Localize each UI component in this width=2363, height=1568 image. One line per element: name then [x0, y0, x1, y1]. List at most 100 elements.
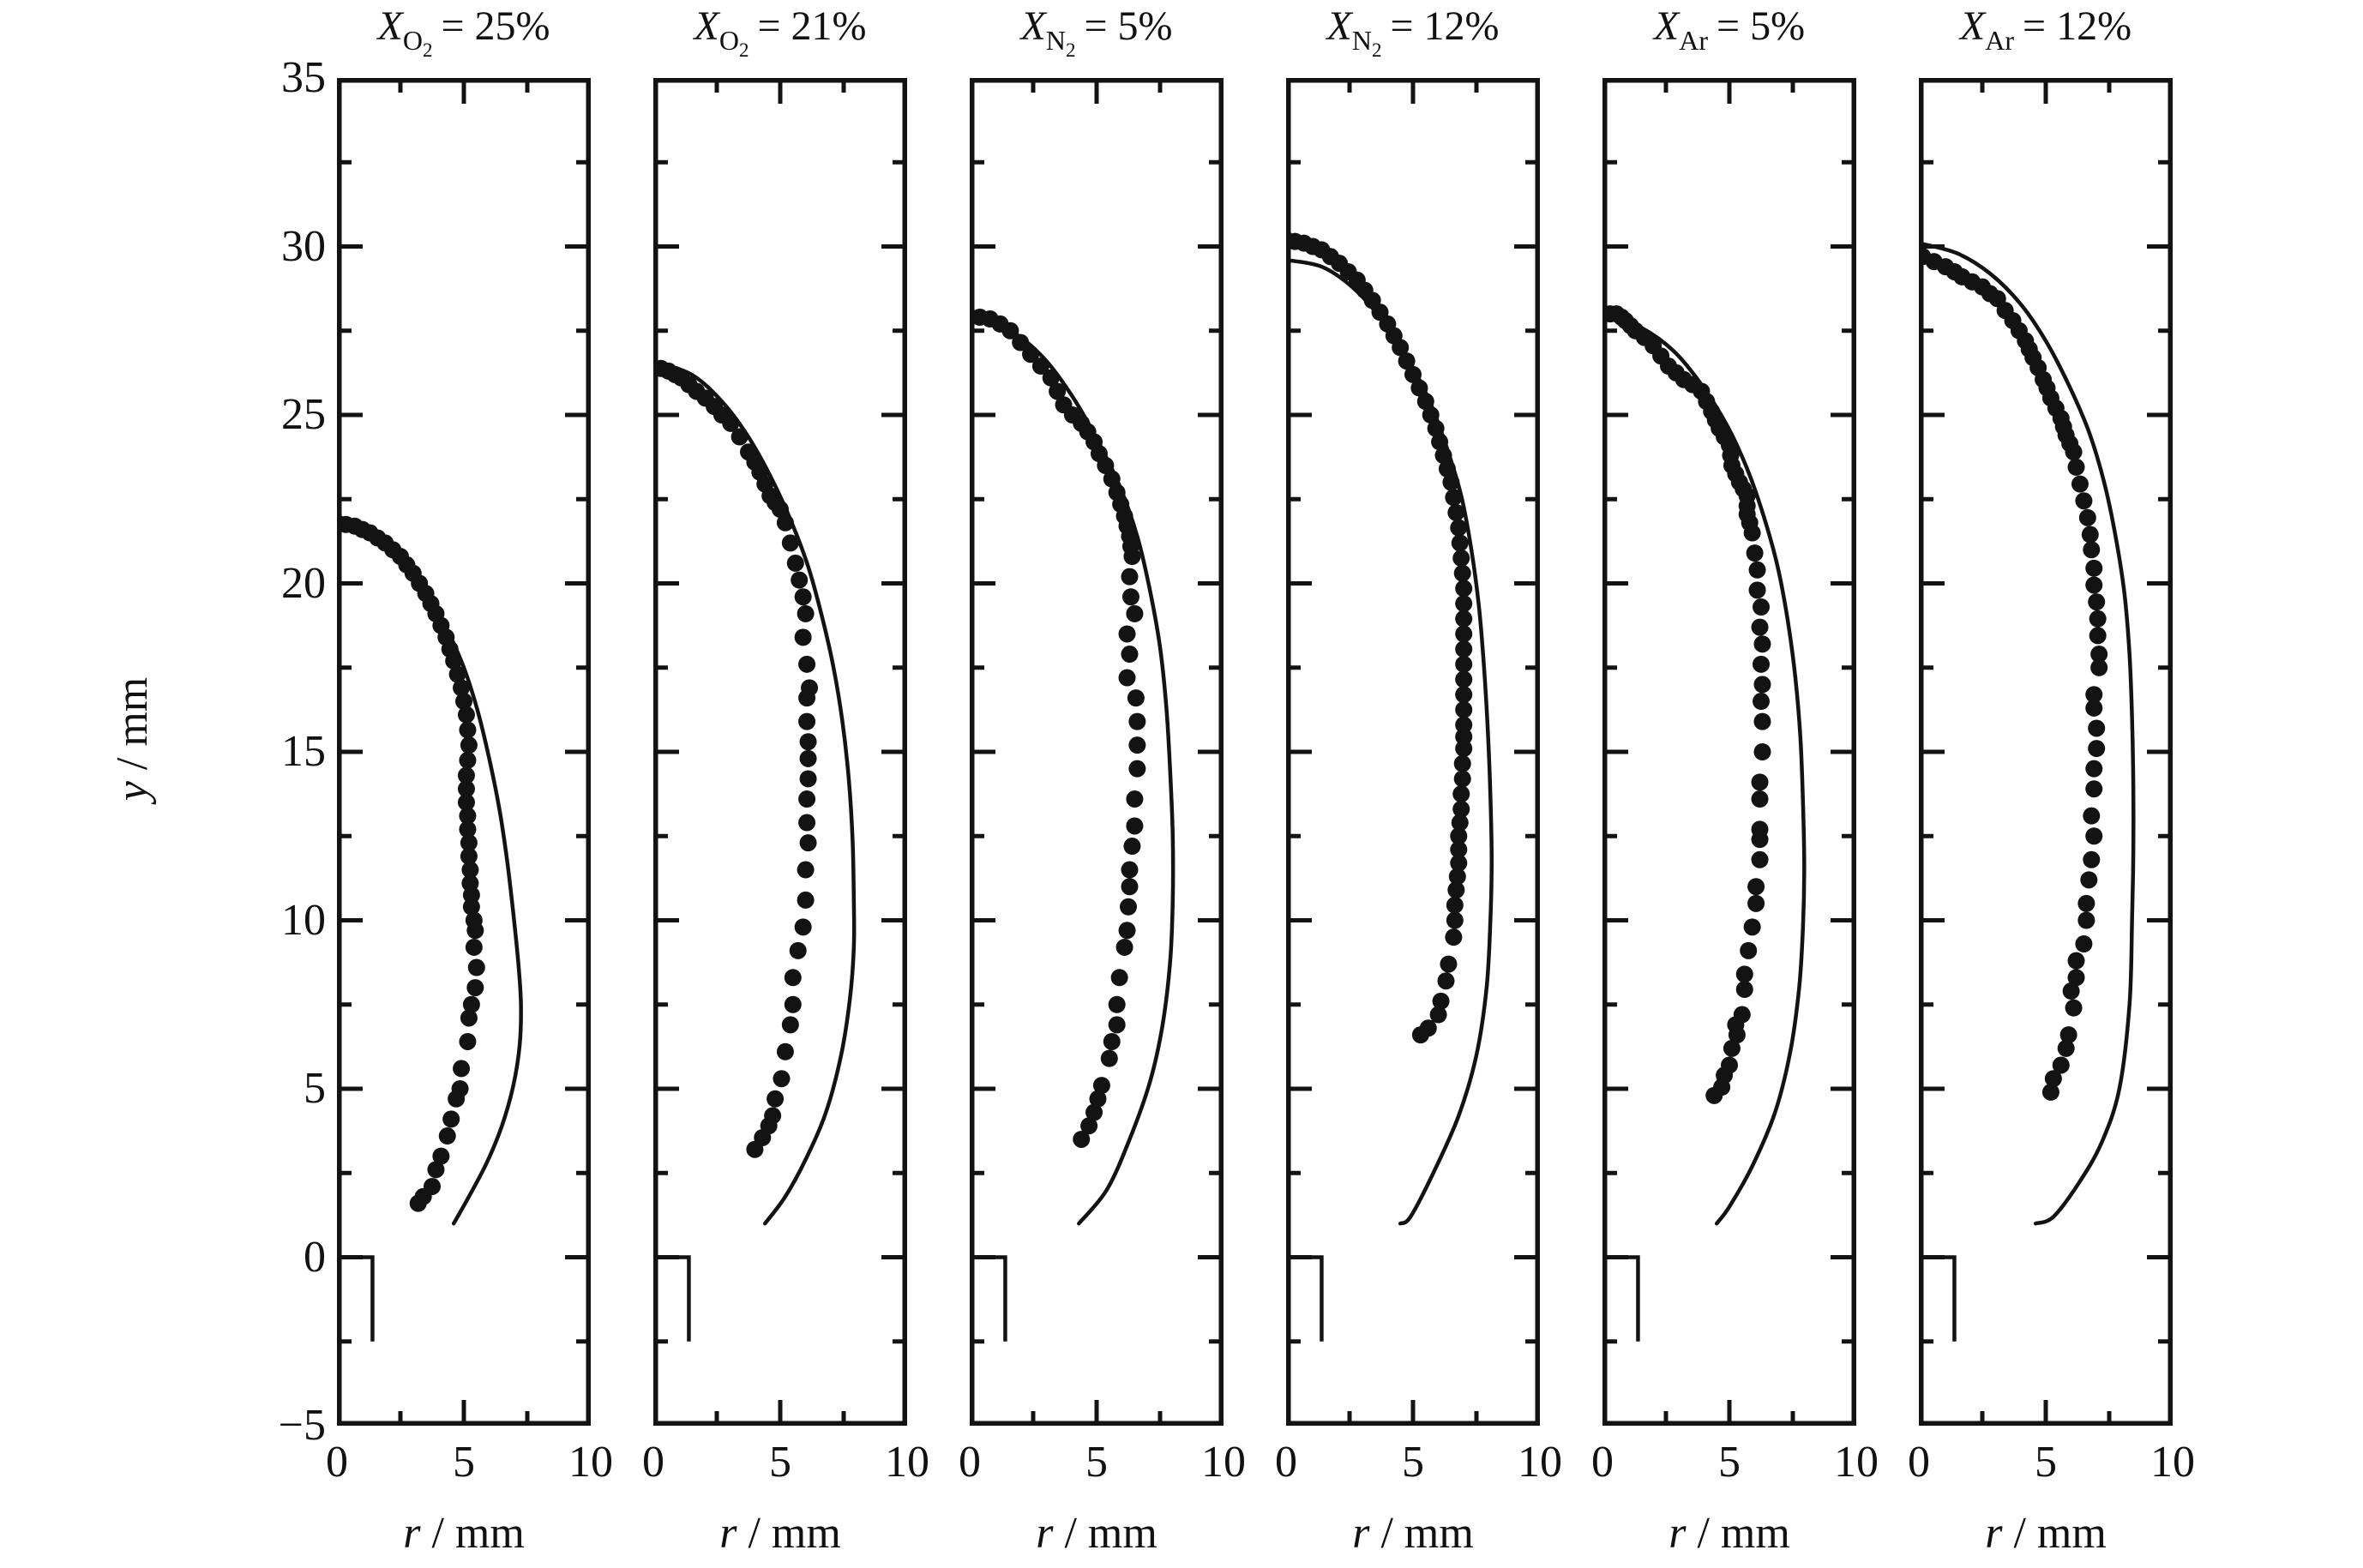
data-dot — [1445, 928, 1463, 946]
data-dot — [2090, 658, 2108, 676]
data-dot — [459, 751, 477, 769]
data-dot — [1128, 760, 1146, 778]
y-tick-label: 10 — [281, 895, 326, 945]
data-dot — [2090, 646, 2108, 664]
panel-4: XN2 = 12% 0 5 10 r / mm — [1275, 0, 1562, 1568]
data-dot — [1128, 736, 1146, 754]
plot-area — [970, 78, 1224, 1426]
x-tick-label: 0 — [959, 1438, 981, 1487]
panel-title: XO2 = 25% — [301, 0, 627, 61]
plot-box — [1286, 78, 1540, 1426]
data-dot — [442, 1110, 460, 1128]
data-dot — [784, 995, 802, 1013]
data-dot — [1085, 1103, 1103, 1121]
panel-title-subsubscript: 2 — [738, 39, 749, 61]
data-dot — [2085, 780, 2103, 798]
panel-title-value: = 12% — [1390, 3, 1500, 49]
x-axis-label: r / mm — [1919, 1507, 2173, 1560]
data-dot — [789, 941, 807, 959]
x-tick-label: 5 — [1085, 1438, 1108, 1487]
x-axis-label-variable: r — [1985, 1509, 2003, 1558]
data-dot — [1442, 473, 1460, 491]
data-dot — [1080, 1117, 1098, 1135]
data-dot — [1411, 1026, 1429, 1044]
x-tick-label: 0 — [1275, 1438, 1297, 1487]
x-axis-label: r / mm — [970, 1507, 1224, 1560]
data-dot — [1434, 447, 1452, 465]
x-axis-label-unit: / mm — [1053, 1509, 1157, 1558]
data-dot — [1753, 598, 1770, 616]
panel-title-subscript: Ar — [1985, 25, 2015, 56]
plot-box — [970, 78, 1224, 1426]
panel-title-subsubscript: 2 — [422, 39, 433, 61]
x-tick-label: 5 — [769, 1438, 791, 1487]
plot-area — [653, 78, 907, 1426]
data-dot — [794, 918, 812, 936]
x-tick-label: 0 — [1591, 1438, 1614, 1487]
data-dot — [1735, 965, 1753, 983]
panel-title-value: = 5% — [1717, 3, 1806, 49]
burner-outline — [1919, 1255, 1957, 1342]
x-axis-label-variable: r — [1036, 1509, 1054, 1558]
x-tick-label: 10 — [1201, 1438, 1246, 1487]
data-dot — [1127, 689, 1145, 707]
data-dot — [2083, 541, 2101, 559]
data-dot — [1121, 646, 1139, 664]
data-dot — [1455, 670, 1473, 688]
data-dot — [460, 847, 478, 865]
x-axis-label-unit: / mm — [1686, 1509, 1790, 1558]
panel-title-value: = 12% — [2023, 3, 2132, 49]
data-dot — [794, 628, 812, 646]
data-dot — [461, 861, 479, 879]
data-dot — [798, 814, 816, 832]
data-dot — [465, 938, 483, 956]
data-dot — [1450, 827, 1468, 845]
data-dot — [2067, 952, 2085, 970]
data-dot — [1446, 896, 1464, 914]
data-dot — [453, 679, 471, 697]
dots-series — [970, 309, 1146, 1148]
plot-box — [1602, 78, 1856, 1426]
x-axis-label: r / mm — [653, 1507, 907, 1560]
data-dot — [1746, 544, 1764, 562]
panel-title-symbol: X — [694, 3, 719, 49]
panel-title-subsubscript: 2 — [1065, 39, 1076, 61]
data-dot — [1753, 635, 1771, 653]
data-dot — [781, 1016, 799, 1034]
dots-series — [1286, 231, 1473, 1044]
data-dot — [1451, 814, 1469, 832]
data-dot — [466, 979, 484, 997]
data-dot — [2062, 982, 2080, 1000]
panel-title-symbol: X — [1326, 3, 1352, 49]
dots-series — [337, 514, 485, 1212]
dots-series — [653, 358, 819, 1158]
data-dot — [2085, 760, 2103, 778]
data-dot — [794, 588, 812, 606]
panel-5: XAr = 5% 0 5 10 r / mm — [1591, 0, 1879, 1568]
data-dot — [773, 1070, 791, 1088]
data-dot — [462, 886, 480, 904]
panel-title-subscript: O — [719, 25, 739, 56]
data-dot — [767, 1090, 785, 1108]
panel-3: XN2 = 5% 0 5 10 r / mm — [959, 0, 1246, 1568]
data-dot — [438, 1127, 456, 1145]
data-dot — [781, 534, 799, 552]
data-dot — [1751, 773, 1769, 791]
data-dot — [776, 1042, 794, 1060]
data-dot — [1753, 743, 1771, 760]
data-dot — [2085, 827, 2103, 845]
data-dot — [1437, 972, 1455, 990]
data-dot — [462, 898, 480, 916]
data-dot — [460, 736, 478, 754]
data-dot — [2080, 871, 2098, 889]
data-dot — [2057, 1039, 2075, 1057]
data-dot — [799, 733, 817, 751]
line-series — [1919, 241, 2136, 1226]
data-dot — [466, 922, 484, 940]
data-dot — [1447, 503, 1465, 521]
data-dot — [791, 571, 809, 589]
data-dot — [1073, 1130, 1091, 1148]
data-dot — [1126, 817, 1144, 835]
data-dot — [427, 1161, 445, 1179]
line-series — [970, 315, 1175, 1226]
